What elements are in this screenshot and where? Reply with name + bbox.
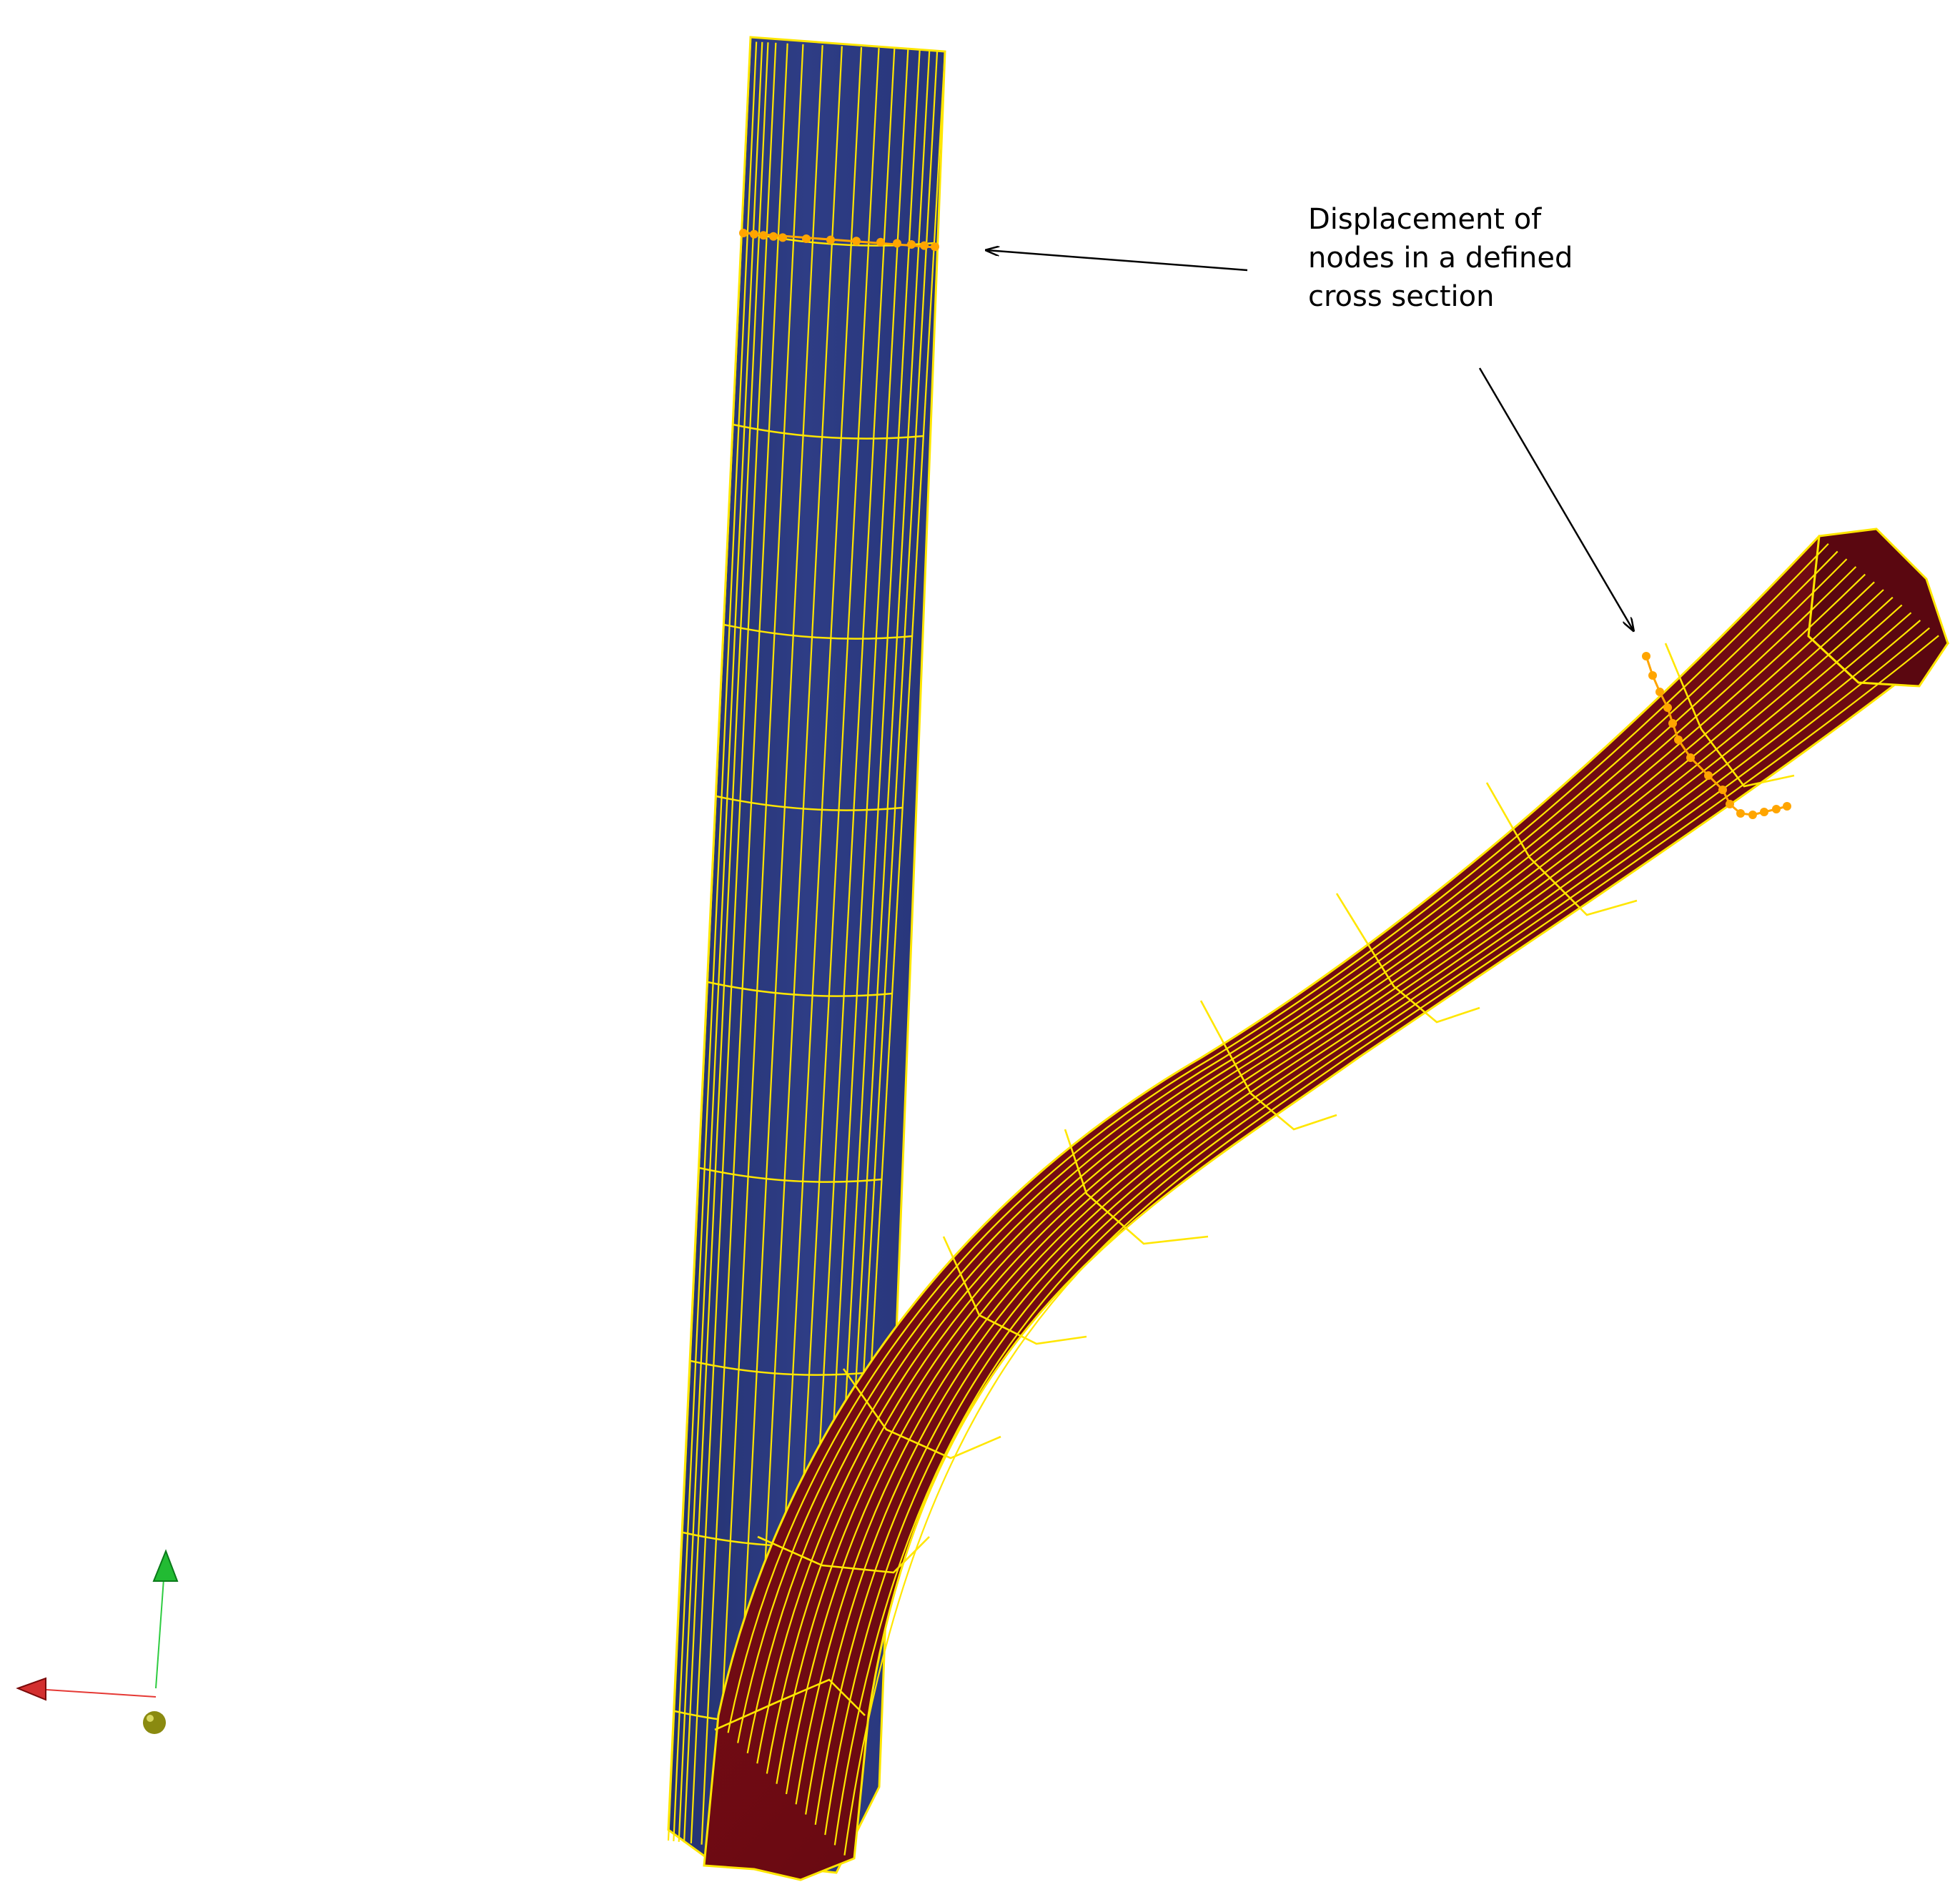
selected-node: [1736, 809, 1745, 818]
mesh-line: [750, 46, 843, 1851]
mesh-line: [776, 581, 1875, 1784]
mesh-line: [737, 550, 1838, 1743]
undeformed-beam-cross-section-lines: [674, 230, 935, 1726]
cross-section-ring: [733, 423, 924, 440]
cross-section-ring: [1485, 782, 1638, 916]
axis-x-arrow-icon: [16, 1677, 46, 1701]
mesh-line: [746, 558, 1848, 1754]
selected-node: [1642, 652, 1650, 660]
selected-node: [1663, 703, 1672, 712]
origin-sphere-icon: [143, 1711, 166, 1734]
cross-section-ring: [690, 1359, 871, 1376]
deformed-beam-longitudinal-mesh-lines: [727, 543, 1939, 1856]
cross-section-ring: [716, 795, 903, 811]
selected-node: [1648, 671, 1657, 680]
selected-node: [1772, 805, 1781, 813]
mesh-line: [805, 604, 1903, 1815]
xyz-axes-triad-icon: [16, 1549, 179, 1734]
origin-sphere-highlight: [147, 1715, 154, 1722]
deformed-selected-nodes: [1642, 652, 1791, 819]
selected-node: [1674, 736, 1683, 744]
mesh-line: [766, 573, 1866, 1774]
cross-section-ring: [1064, 1129, 1209, 1245]
mesh-line: [715, 44, 804, 1847]
mesh-line: [756, 566, 1857, 1764]
cross-section-ring: [942, 1236, 1087, 1345]
mesh-line: [795, 596, 1894, 1805]
cross-section-ring: [723, 623, 913, 640]
mesh-line: [701, 43, 788, 1845]
mesh-line: [727, 543, 1829, 1733]
mesh-line: [690, 42, 777, 1843]
cross-section-ring: [707, 981, 893, 997]
selected-node: [1668, 719, 1677, 728]
undeformed-selected-nodes: [739, 229, 939, 252]
deformed-beam-end-face: [1807, 528, 1949, 688]
cross-section-ring: [1335, 893, 1480, 1024]
deformed-beam: [703, 528, 1950, 1881]
selected-node: [1704, 771, 1713, 780]
axis-y-arrow-icon: [152, 1549, 179, 1582]
selected-node: [1748, 811, 1757, 819]
mesh-line: [678, 41, 763, 1842]
arrow-to-deformed-section: [1478, 367, 1633, 630]
selected-node: [1726, 800, 1734, 808]
mesh-line: [683, 42, 769, 1843]
deformed-beam-cross-section-lines: [714, 643, 1795, 1731]
cross-section-ring: [714, 1678, 866, 1731]
selected-node: [1718, 786, 1727, 794]
cross-section-ring: [757, 1535, 930, 1574]
mesh-line: [667, 41, 752, 1841]
cross-section-ring: [842, 1368, 1001, 1460]
cross-section-ring: [699, 1167, 882, 1183]
selected-node: [1655, 688, 1664, 696]
selected-node: [1783, 802, 1791, 811]
mesh-line: [732, 45, 823, 1849]
axis-x-line: [46, 1689, 157, 1698]
annotation-line-1: Displacement of: [1308, 203, 1542, 236]
arrow-to-undeformed-section: [986, 250, 1248, 272]
annotation-line-2: nodes in a defined: [1308, 242, 1573, 274]
cross-section-ring: [1199, 1000, 1337, 1131]
axis-y-line: [155, 1568, 165, 1689]
selected-node: [1760, 808, 1768, 816]
annotation-line-3: cross section: [1308, 280, 1495, 313]
cross-section-ring: [1664, 643, 1795, 788]
selected-node-section-line: [743, 232, 936, 249]
annotation-text: Displacement of nodes in a defined cross…: [1308, 200, 1680, 316]
mesh-line: [843, 635, 1939, 1856]
selected-node: [778, 233, 787, 242]
mesh-line: [673, 41, 758, 1841]
mesh-line: [814, 612, 1912, 1826]
selected-node: [1686, 753, 1695, 762]
mesh-line: [824, 620, 1921, 1836]
